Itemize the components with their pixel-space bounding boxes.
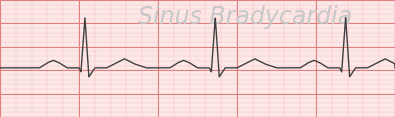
Text: Sinus Bradycardia: Sinus Bradycardia — [138, 5, 352, 29]
